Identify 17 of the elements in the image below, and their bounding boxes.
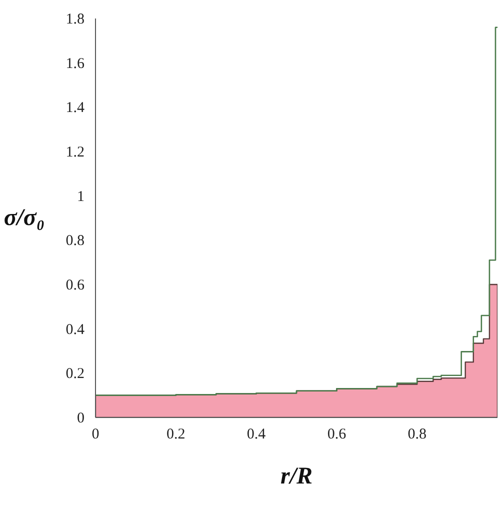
y-tick-label: 1.2 (66, 144, 84, 160)
x-tick-label: 0.8 (408, 426, 426, 442)
y-tick-label: 0.2 (66, 366, 84, 382)
y-tick-label: 0 (77, 410, 84, 426)
y-tick-label: 1.6 (66, 56, 85, 72)
x-tick-label: 0.2 (166, 426, 186, 442)
y-tick-label: 0.6 (66, 278, 85, 294)
x-tick-label: 0.6 (327, 426, 347, 442)
x-axis-title: r/R (280, 464, 313, 490)
y-tick-label: 1.8 (66, 12, 84, 28)
y-tick-label: 0.8 (66, 233, 84, 250)
y-tick-label: 0.4 (66, 322, 85, 338)
y-axis-title: σ/σ₀ (4, 205, 45, 231)
y-tick-label: 1.4 (66, 100, 85, 116)
x-tick-label: 0.4 (246, 426, 266, 442)
y-tick-label: 1 (77, 188, 84, 205)
x-tick-label: 0 (92, 426, 100, 442)
